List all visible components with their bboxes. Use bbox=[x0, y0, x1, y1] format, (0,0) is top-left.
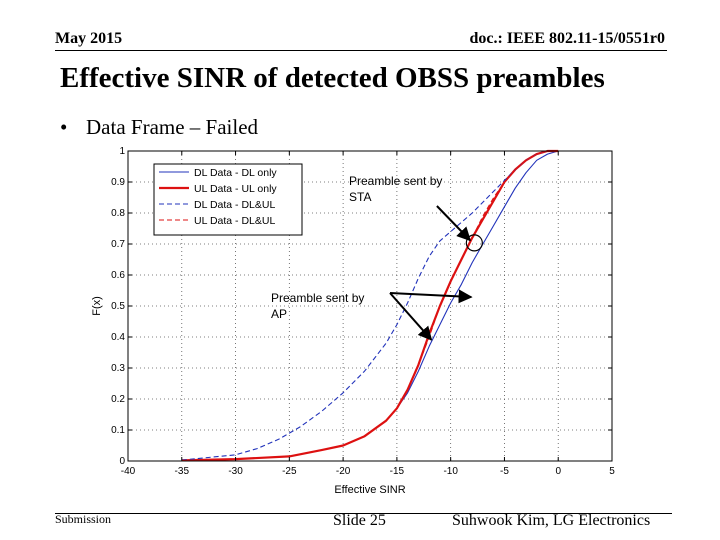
annotation-sta-arrow bbox=[436, 205, 471, 242]
bullet-marker: • bbox=[60, 115, 68, 139]
legend-label-2: UL Data - UL only bbox=[194, 183, 277, 195]
y-tick-label: 0.9 bbox=[111, 177, 125, 188]
x-tick-label: 5 bbox=[609, 466, 615, 477]
bullet-text: Data Frame – Failed bbox=[86, 115, 259, 139]
x-axis-label: Effective SINR bbox=[334, 484, 405, 496]
legend-box bbox=[153, 163, 303, 236]
x-tick-label: -35 bbox=[175, 466, 190, 477]
x-tick-label: -40 bbox=[121, 466, 136, 477]
header-doc-id: doc.: IEEE 802.11-15/0551r0 bbox=[469, 30, 665, 47]
annotation-ap-arrow-1 bbox=[389, 292, 433, 341]
x-tick-label: -20 bbox=[336, 466, 351, 477]
annotation-ap-text: Preamble sent by AP bbox=[271, 291, 364, 321]
x-tick-label: -5 bbox=[500, 466, 509, 477]
footer-submission: Submission bbox=[55, 512, 112, 526]
y-tick-label: 0.6 bbox=[111, 270, 125, 281]
y-tick-label: 0.2 bbox=[111, 394, 125, 405]
legend-label-4: UL Data - DL&UL bbox=[194, 215, 275, 227]
footer-author: Suhwook Kim, LG Electronics bbox=[452, 512, 651, 529]
bullet-item: • Data Frame – Failed bbox=[60, 115, 258, 140]
y-tick-label: 0.3 bbox=[111, 363, 125, 374]
legend-label-3: DL Data - DL&UL bbox=[194, 199, 275, 211]
annotation-sta-line: Preamble sent by bbox=[349, 174, 442, 188]
x-tick-label: -15 bbox=[390, 466, 405, 477]
slide-title: Effective SINR of detected OBSS preamble… bbox=[60, 62, 605, 94]
x-tick-label: 0 bbox=[555, 466, 561, 477]
annotation-ap-line: Preamble sent by bbox=[271, 291, 364, 305]
y-tick-label: 0.5 bbox=[111, 301, 125, 312]
footer-slide-number: Slide 25 bbox=[333, 512, 386, 529]
y-tick-label: 0.4 bbox=[111, 332, 125, 343]
header-date: May 2015 bbox=[55, 30, 123, 47]
y-tick-label: 0.8 bbox=[111, 208, 125, 219]
series-line-4 bbox=[181, 150, 559, 461]
header-divider bbox=[55, 50, 667, 51]
footer-divider bbox=[55, 513, 672, 514]
series-line-3 bbox=[181, 150, 559, 461]
annotation-ap-arrow-2 bbox=[389, 289, 473, 304]
x-tick-label: -25 bbox=[282, 466, 297, 477]
y-tick-label: 0.7 bbox=[111, 239, 125, 250]
x-tick-label: -30 bbox=[228, 466, 243, 477]
y-axis-label: F(x) bbox=[91, 296, 103, 316]
annotation-sta-circle bbox=[465, 234, 483, 252]
legend-label-1: DL Data - DL only bbox=[194, 167, 277, 179]
y-tick-label: 1 bbox=[119, 146, 125, 157]
y-tick-label: 0.1 bbox=[111, 425, 125, 436]
annotation-ap-line: AP bbox=[271, 307, 287, 321]
x-tick-label: -10 bbox=[443, 466, 458, 477]
annotation-sta-text: Preamble sent by STA bbox=[349, 174, 442, 204]
y-tick-label: 0 bbox=[119, 456, 125, 467]
annotation-sta-line: STA bbox=[349, 190, 371, 204]
